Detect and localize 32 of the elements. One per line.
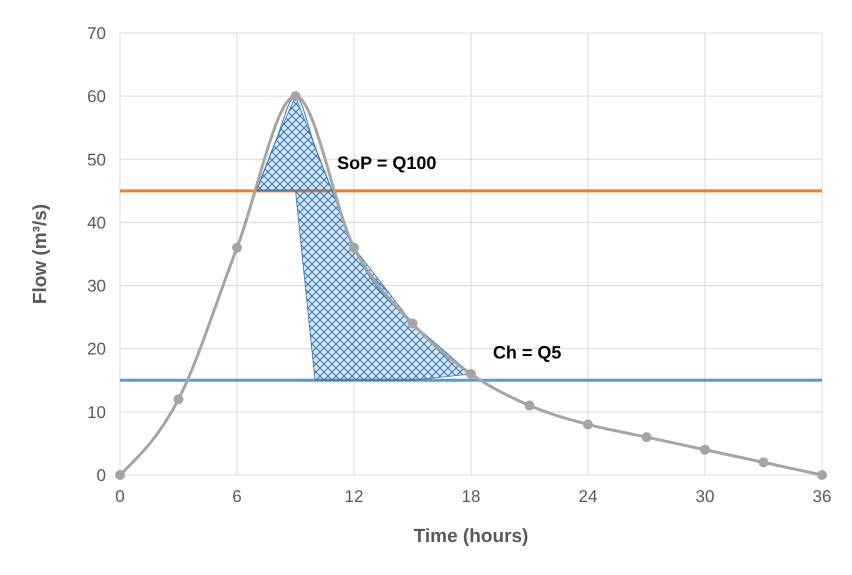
x-tick-label: 6: [232, 487, 242, 506]
y-tick-label: 70: [87, 24, 106, 43]
y-tick-label: 20: [87, 340, 106, 359]
y-tick-label: 60: [87, 87, 106, 106]
y-axis-title: Flow (m³/s): [30, 204, 51, 304]
point: [583, 419, 593, 430]
x-tick-label: 24: [578, 487, 598, 506]
point: [232, 242, 242, 253]
x-tick-label: 30: [696, 487, 714, 506]
point: [290, 91, 300, 102]
x-tick-label: 36: [812, 487, 832, 506]
point: [524, 400, 534, 411]
y-tick-label: 0: [96, 466, 106, 485]
point: [817, 470, 827, 480]
y-tick-label: 40: [87, 213, 106, 232]
point: [466, 368, 476, 379]
y-tick-label: 50: [87, 150, 106, 170]
y-tick-label: 30: [87, 276, 106, 296]
point: [174, 394, 184, 404]
x-axis-title: Time (hours): [414, 526, 528, 547]
point: [642, 432, 652, 442]
y-tick-label: 10: [87, 402, 106, 422]
point: [700, 444, 710, 455]
x-tick-label: 0: [115, 487, 125, 506]
point: [115, 470, 125, 480]
point: [349, 242, 359, 253]
x-tick-label: 18: [462, 487, 480, 506]
x-tick-label: 12: [344, 487, 364, 506]
point: [758, 457, 768, 468]
ref-line-label: Ch = Q5: [492, 342, 562, 362]
point: [408, 318, 418, 328]
ref-line-label: SoP = Q100: [337, 152, 436, 173]
